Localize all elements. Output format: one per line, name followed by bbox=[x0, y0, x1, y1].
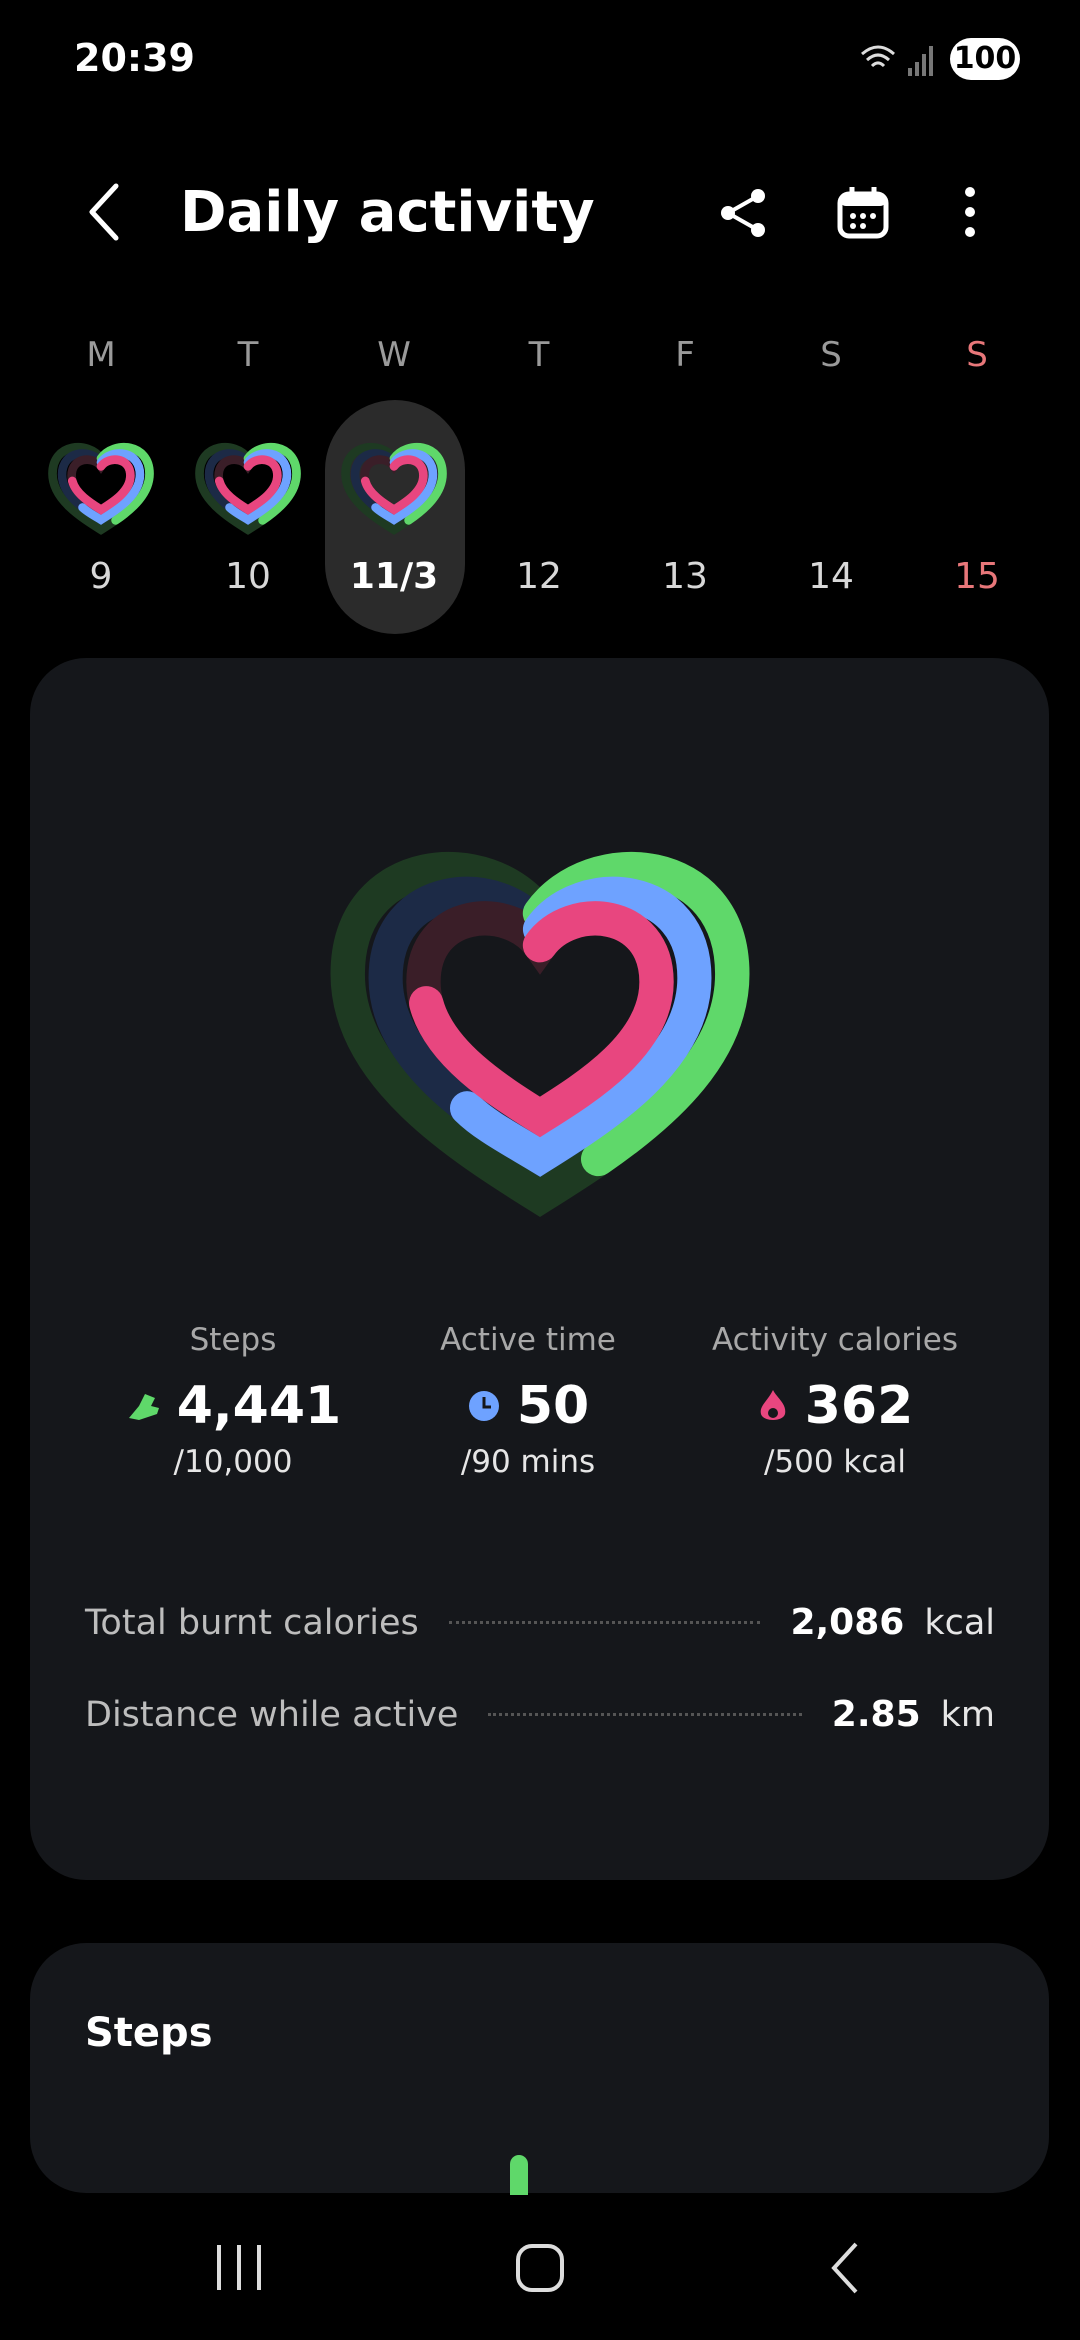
row-label: Distance while active bbox=[85, 1694, 459, 1735]
dotted-leader bbox=[448, 1621, 761, 1624]
row-label: Total burnt calories bbox=[85, 1602, 419, 1643]
weekday-letter: M bbox=[86, 335, 116, 375]
share-button[interactable] bbox=[718, 186, 770, 240]
detail-row: Distance while active 2.85 km bbox=[85, 1694, 995, 1735]
stat: Active time 50/90 mins bbox=[368, 1322, 688, 1480]
recents-button[interactable] bbox=[217, 2245, 261, 2290]
day-date[interactable]: 10 bbox=[225, 556, 271, 597]
day-date[interactable]: 9 bbox=[89, 556, 113, 597]
nav-back-button[interactable] bbox=[831, 2242, 858, 2294]
day-date[interactable]: 11/3 bbox=[349, 556, 439, 597]
status-icons bbox=[861, 45, 933, 76]
day-heart bbox=[336, 432, 452, 536]
day-date[interactable]: 12 bbox=[516, 556, 562, 597]
home-button[interactable] bbox=[516, 2244, 564, 2292]
weekday-letter: S bbox=[820, 335, 842, 375]
activity-heart bbox=[310, 810, 770, 1220]
weekday-letter: T bbox=[237, 335, 259, 375]
calories-icon bbox=[760, 1390, 785, 1420]
day-date[interactable]: 15 bbox=[954, 556, 1000, 597]
day-heart bbox=[190, 432, 306, 536]
stat-label: Activity calories bbox=[712, 1322, 958, 1358]
row-value: 2,086 bbox=[790, 1602, 905, 1643]
weekday-letter: T bbox=[528, 335, 550, 375]
steps-icon bbox=[128, 1394, 159, 1420]
back-button[interactable] bbox=[80, 180, 130, 244]
stat: Activity calories 362/500 kcal bbox=[675, 1322, 995, 1480]
dotted-leader bbox=[488, 1713, 802, 1716]
row-value: 2.85 bbox=[831, 1694, 921, 1735]
stat-value: 4,441 bbox=[176, 1376, 342, 1436]
row-unit: kcal bbox=[924, 1602, 995, 1643]
steps-card-title: Steps bbox=[85, 2010, 213, 2056]
time-icon bbox=[468, 1391, 499, 1421]
day-date[interactable]: 14 bbox=[808, 556, 854, 597]
nav-bar bbox=[217, 2242, 858, 2294]
stat-value: 362 bbox=[804, 1376, 914, 1436]
stat-goal: /10,000 bbox=[173, 1444, 293, 1480]
day-date[interactable]: 13 bbox=[662, 556, 708, 597]
weekday-letter: W bbox=[377, 335, 411, 375]
stat-value-row: 50 bbox=[368, 1376, 688, 1436]
page-title: Daily activity bbox=[180, 180, 595, 245]
more-button[interactable] bbox=[958, 184, 982, 240]
detail-row: Total burnt calories 2,086 kcal bbox=[85, 1602, 995, 1643]
stat-goal: /500 kcal bbox=[763, 1444, 907, 1480]
stat-goal: /90 mins bbox=[460, 1444, 596, 1480]
stat-label: Active time bbox=[440, 1322, 616, 1358]
summary-card bbox=[30, 658, 1049, 1880]
calendar-button[interactable] bbox=[836, 184, 890, 240]
stat-value: 50 bbox=[516, 1376, 590, 1436]
stat-value-row: 4,441 bbox=[73, 1376, 393, 1436]
weekday-letter: F bbox=[675, 335, 695, 375]
steps-card[interactable] bbox=[30, 1943, 1049, 2193]
stat: Steps 4,441/10,000 bbox=[73, 1322, 393, 1480]
day-heart bbox=[43, 432, 159, 536]
status-time: 20:39 bbox=[74, 36, 195, 80]
stat-value-row: 362 bbox=[675, 1376, 995, 1436]
battery: 100 bbox=[950, 38, 1020, 80]
stat-label: Steps bbox=[189, 1322, 277, 1358]
steps-bar bbox=[510, 2155, 528, 2195]
row-unit: km bbox=[940, 1694, 995, 1735]
weekday-letter: S bbox=[966, 335, 988, 375]
